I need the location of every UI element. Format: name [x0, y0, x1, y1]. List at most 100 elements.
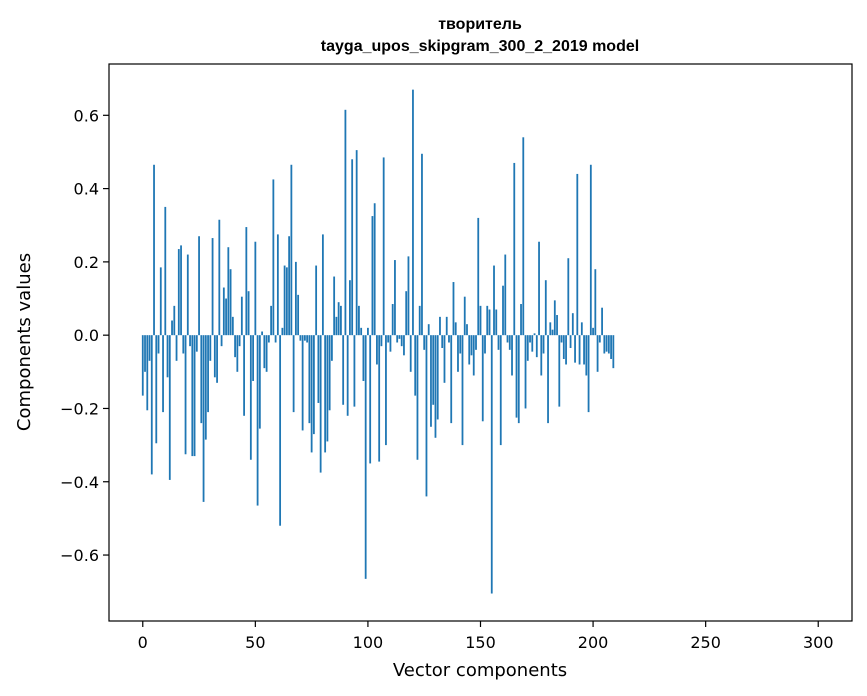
- bar: [207, 335, 209, 413]
- bar: [416, 335, 419, 460]
- bar: [488, 309, 491, 336]
- bar: [418, 305, 421, 336]
- bar: [299, 335, 302, 341]
- bar: [376, 335, 378, 365]
- bar: [335, 316, 338, 336]
- bar: [434, 335, 437, 438]
- bar: [506, 335, 509, 343]
- bar: [270, 305, 273, 336]
- bar: [324, 335, 327, 453]
- bar: [171, 320, 173, 336]
- bar: [146, 335, 149, 411]
- plot-frame: [108, 63, 853, 622]
- bar: [598, 335, 601, 343]
- bar: [430, 335, 432, 427]
- bar: [403, 335, 405, 356]
- bar: [362, 335, 365, 381]
- bar: [486, 305, 489, 336]
- bar: [182, 335, 185, 354]
- bar: [477, 217, 480, 336]
- bar: [247, 291, 250, 336]
- bar: [159, 267, 162, 336]
- bar: [254, 241, 257, 336]
- bar: [578, 335, 581, 365]
- bar: [312, 335, 315, 435]
- bar: [380, 335, 383, 347]
- bar: [342, 335, 345, 405]
- bar: [301, 335, 304, 431]
- bar: [328, 335, 331, 411]
- bar-series: [141, 89, 615, 594]
- bar: [252, 335, 254, 381]
- bar: [466, 324, 468, 336]
- bar: [193, 335, 196, 457]
- bar: [177, 249, 180, 336]
- bar: [443, 335, 446, 383]
- bar: [276, 234, 279, 336]
- bar: [389, 335, 392, 352]
- bar: [475, 335, 477, 350]
- x-tick-label: 50: [245, 633, 265, 652]
- bar: [238, 335, 241, 347]
- y-tick-label: −0.4: [60, 473, 99, 492]
- bar: [231, 316, 234, 336]
- bar: [283, 265, 286, 336]
- bar: [439, 316, 441, 336]
- bar: [499, 335, 502, 446]
- y-tick-label: −0.2: [60, 399, 99, 418]
- bar: [423, 335, 426, 350]
- bar: [263, 335, 266, 369]
- bar: [502, 285, 504, 336]
- bar: [520, 304, 522, 336]
- y-tick-label: 0.0: [74, 326, 99, 345]
- bar: [544, 280, 547, 336]
- x-axis-label: Vector components: [393, 660, 567, 681]
- bar: [547, 335, 549, 424]
- bar: [227, 247, 230, 336]
- bar: [290, 164, 293, 336]
- bar: [470, 335, 473, 356]
- bar: [556, 315, 558, 336]
- bar: [258, 335, 261, 429]
- bar: [565, 335, 567, 365]
- bar: [461, 335, 464, 446]
- bar: [243, 335, 245, 416]
- bar: [211, 238, 214, 336]
- bar: [450, 335, 453, 424]
- bar: [216, 335, 218, 383]
- bar: [285, 267, 288, 336]
- bar: [596, 335, 599, 372]
- bar: [385, 335, 387, 446]
- bar: [150, 335, 153, 475]
- bar: [346, 335, 349, 416]
- bar: [274, 335, 277, 343]
- bar: [162, 335, 164, 413]
- bar: [601, 307, 603, 336]
- bar: [398, 335, 401, 339]
- bar: [153, 164, 155, 336]
- bar: [574, 335, 576, 363]
- bar: [355, 150, 358, 336]
- bar: [522, 137, 525, 336]
- bar: [261, 331, 263, 336]
- bar: [535, 335, 538, 358]
- bar: [445, 316, 448, 336]
- bar: [515, 335, 518, 418]
- bar: [484, 335, 486, 354]
- bar: [272, 179, 275, 336]
- y-tick-label: 0.2: [74, 253, 99, 272]
- bar: [560, 335, 563, 343]
- bar: [222, 287, 225, 336]
- x-axis: 0 50 100 150 200 250 300: [138, 621, 834, 652]
- bar: [371, 216, 374, 336]
- bar: [141, 335, 144, 396]
- bar: [200, 335, 203, 424]
- bar: [583, 335, 585, 365]
- bar: [168, 335, 171, 480]
- bar: [340, 305, 342, 336]
- bar: [236, 335, 239, 372]
- bar: [549, 322, 552, 336]
- bar: [495, 309, 498, 336]
- bar: [569, 335, 572, 348]
- bar: [220, 335, 223, 347]
